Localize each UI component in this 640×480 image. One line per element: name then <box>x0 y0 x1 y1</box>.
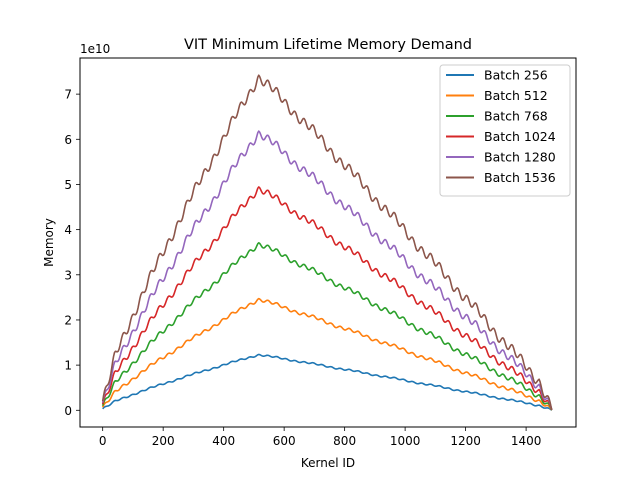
legend-box <box>439 64 571 197</box>
y-tick-label: 3 <box>64 268 72 282</box>
y-tick-label: 6 <box>64 133 72 147</box>
series-line-5 <box>101 130 553 411</box>
legend-label: Batch 768 <box>484 109 548 124</box>
legend-label: Batch 1536 <box>484 170 556 185</box>
legend-label: Batch 256 <box>484 68 548 83</box>
y-axis-label: Memory <box>42 218 56 267</box>
x-tick-label: 0 <box>99 434 107 448</box>
y-axis-offset-label: 1e10 <box>80 42 110 56</box>
legend: Batch 256 Batch 512 Batch 768 Batch 1024 Bat… <box>439 64 571 197</box>
legend-label: Batch 512 <box>484 88 548 103</box>
chart-title: VIT Minimum Lifetime Memory Demand <box>184 37 472 53</box>
y-tick-label: 2 <box>64 313 72 327</box>
series-line-3 <box>101 241 553 411</box>
x-tick-label: 1000 <box>390 434 421 448</box>
plot-frame <box>79 57 577 428</box>
x-tick-label: 1200 <box>450 434 481 448</box>
series-line-6 <box>101 74 553 411</box>
x-tick-label: 600 <box>273 434 296 448</box>
y-tick-label: 5 <box>64 178 72 192</box>
legend-label: Batch 1280 <box>484 150 556 165</box>
series-group <box>101 74 553 411</box>
y-tick-label: 0 <box>64 404 72 418</box>
y-tick-label: 4 <box>64 223 72 237</box>
series-line-4 <box>101 186 553 411</box>
x-axis-ticks: 0 200 400 600 800 1000 1200 1400 <box>99 427 542 448</box>
x-tick-label: 1400 <box>511 434 542 448</box>
series-line-2 <box>101 297 553 411</box>
x-tick-label: 200 <box>152 434 175 448</box>
y-axis-ticks: 0 1 2 3 4 5 6 7 <box>64 88 80 418</box>
x-axis-label: Kernel ID <box>301 456 355 470</box>
y-tick-label: 1 <box>64 359 72 373</box>
y-tick-label: 7 <box>64 88 72 102</box>
series-line-1 <box>102 353 553 411</box>
x-tick-label: 800 <box>333 434 356 448</box>
x-tick-label: 400 <box>212 434 235 448</box>
legend-label: Batch 1024 <box>484 129 556 144</box>
